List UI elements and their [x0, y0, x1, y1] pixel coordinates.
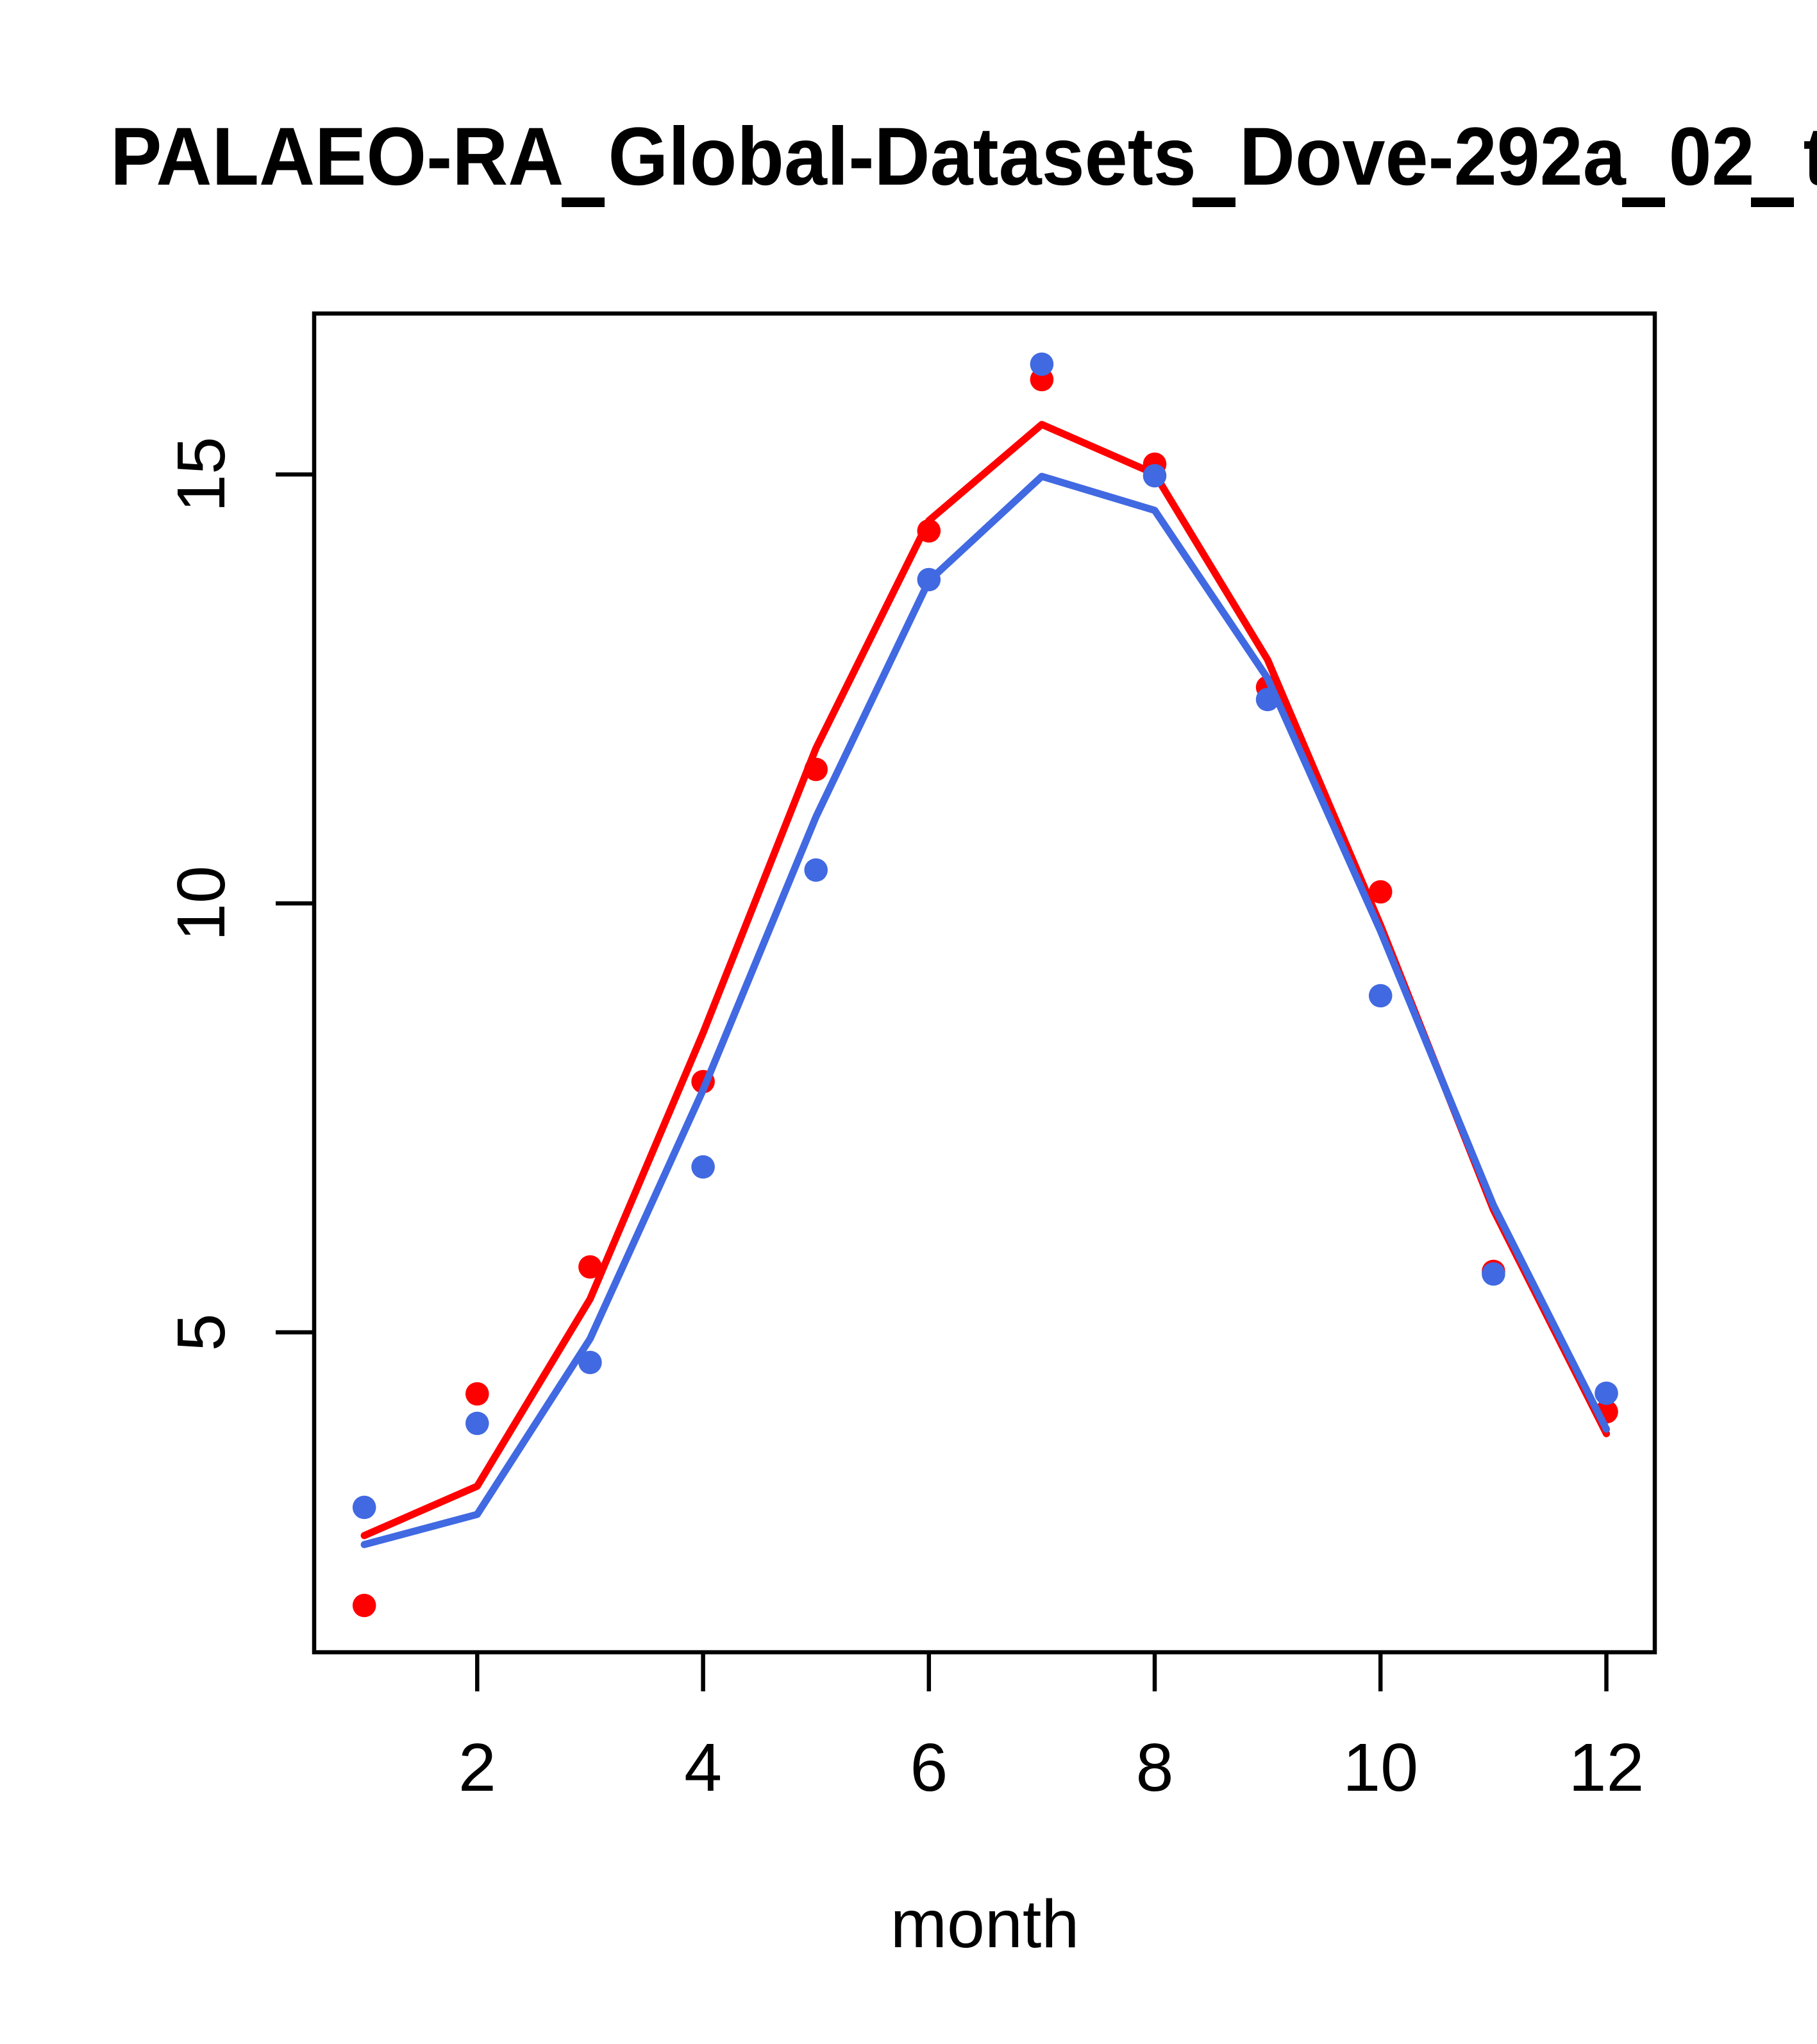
svg-text:6: 6 [910, 1730, 948, 1805]
svg-text:PALAEO-RA: PALAEO-RA [110, 111, 564, 203]
svg-text:8: 8 [1136, 1730, 1174, 1805]
svg-text:02: 02 [1669, 111, 1755, 203]
svg-text:Dove-292a: Dove-292a [1239, 111, 1627, 203]
svg-text:10: 10 [163, 866, 239, 941]
svg-text:15: 15 [163, 437, 239, 512]
svg-text:Global-Datasets: Global-Datasets [608, 111, 1196, 203]
svg-text:4: 4 [684, 1730, 722, 1805]
svg-text:te: te [1804, 111, 1817, 203]
svg-text:5: 5 [163, 1314, 239, 1352]
svg-text:2: 2 [458, 1730, 496, 1805]
svg-text:12: 12 [1569, 1730, 1645, 1805]
svg-text:month: month [891, 1886, 1080, 1962]
svg-text:10: 10 [1343, 1730, 1418, 1805]
